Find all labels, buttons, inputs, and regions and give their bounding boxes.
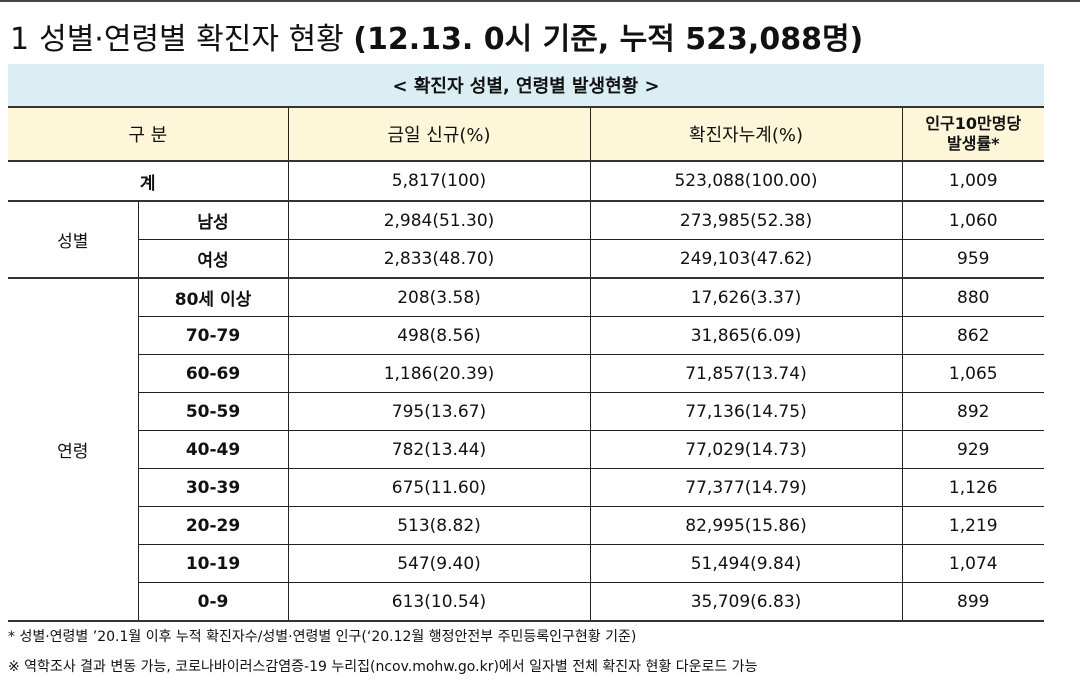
row-today: 2,984(51.30) bbox=[287, 200, 591, 240]
row-cumulative: 82,995(15.86) bbox=[589, 506, 903, 545]
footnote-data-source: ※ 역학조사 결과 변동 가능, 코로나바이러스감염증-19 누리집(ncov.… bbox=[8, 659, 758, 675]
header-rate-line2: 발생률* bbox=[947, 134, 1000, 153]
gender-group-label: 성별 bbox=[8, 200, 139, 279]
header-category: 구 분 bbox=[8, 106, 289, 162]
row-rate: 929 bbox=[901, 430, 1045, 469]
confirmed-cases-table: < 확진자 성별, 연령별 발생현황 > 구 분 금일 신규(%) 확진자누계(… bbox=[8, 64, 1045, 622]
row-cumulative: 31,865(6.09) bbox=[589, 316, 903, 355]
header-today: 금일 신규(%) bbox=[287, 106, 591, 162]
page-title: 1 성별·연령별 확진자 현황 (12.13. 0시 기준, 누적 523,088… bbox=[10, 14, 863, 58]
table-row: 40-49 782(13.44) 77,029(14.73) 929 bbox=[8, 430, 1045, 469]
row-rate: 892 bbox=[901, 392, 1045, 431]
row-today: 1,186(20.39) bbox=[287, 354, 591, 393]
footnotes: * 성별·연령별 ’20.1월 이후 누적 확진자수/성별·연령별 인구(‘20… bbox=[8, 626, 757, 686]
total-label: 계 bbox=[8, 160, 289, 202]
row-cumulative: 77,136(14.75) bbox=[589, 392, 903, 431]
row-cumulative: 71,857(13.74) bbox=[589, 354, 903, 393]
row-label: 50-59 bbox=[138, 392, 289, 431]
table-caption-row: < 확진자 성별, 연령별 발생현황 > bbox=[8, 64, 1045, 108]
row-rate: 959 bbox=[901, 239, 1045, 279]
row-cumulative: 77,377(14.79) bbox=[589, 468, 903, 507]
row-label: 40-49 bbox=[138, 430, 289, 469]
section-number: 1 bbox=[10, 22, 30, 57]
row-today: 613(10.54) bbox=[287, 582, 591, 622]
footnote-rate-definition: * 성별·연령별 ’20.1월 이후 누적 확진자수/성별·연령별 인구(‘20… bbox=[8, 629, 637, 645]
table-row: 계 5,817(100) 523,088(100.00) 1,009 bbox=[8, 160, 1045, 202]
table-caption: < 확진자 성별, 연령별 발생현황 > bbox=[8, 64, 1045, 108]
total-rate: 1,009 bbox=[901, 160, 1045, 202]
row-label: 10-19 bbox=[138, 544, 289, 583]
row-cumulative: 51,494(9.84) bbox=[589, 544, 903, 583]
row-cumulative: 77,029(14.73) bbox=[589, 430, 903, 469]
row-rate: 1,219 bbox=[901, 506, 1045, 545]
header-rate: 인구10만명당 발생률* bbox=[901, 106, 1045, 162]
row-today: 513(8.82) bbox=[287, 506, 591, 545]
row-today: 2,833(48.70) bbox=[287, 239, 591, 279]
table-row: 50-59 795(13.67) 77,136(14.75) 892 bbox=[8, 392, 1045, 431]
row-cumulative: 35,709(6.83) bbox=[589, 582, 903, 622]
row-today: 208(3.58) bbox=[287, 277, 591, 317]
row-cumulative: 249,103(47.62) bbox=[589, 239, 903, 279]
row-label: 여성 bbox=[138, 239, 289, 279]
table-row: 20-29 513(8.82) 82,995(15.86) 1,219 bbox=[8, 506, 1045, 545]
row-label: 80세 이상 bbox=[137, 277, 289, 317]
table-row: 0-9 613(10.54) 35,709(6.83) 899 bbox=[8, 582, 1045, 622]
row-label: 30-39 bbox=[138, 468, 289, 507]
row-today: 795(13.67) bbox=[287, 392, 591, 431]
top-divider bbox=[0, 0, 1080, 2]
row-rate: 880 bbox=[901, 277, 1045, 317]
total-today: 5,817(100) bbox=[287, 160, 591, 202]
table-row: 성별 남성 2,984(51.30) 273,985(52.38) 1,060 bbox=[8, 200, 1045, 279]
row-rate: 1,060 bbox=[901, 200, 1045, 240]
row-label: 20-29 bbox=[138, 506, 289, 545]
row-today: 547(9.40) bbox=[287, 544, 591, 583]
row-rate: 1,065 bbox=[901, 354, 1045, 393]
table-row: 10-19 547(9.40) 51,494(9.84) 1,074 bbox=[8, 544, 1045, 583]
table-row: 30-39 675(11.60) 77,377(14.79) 1,126 bbox=[8, 468, 1045, 507]
row-label: 0-9 bbox=[138, 582, 289, 622]
table-row: 연령 80세 이상 208(3.58) 17,626(3.37) 880 bbox=[8, 277, 1045, 622]
table-row: 여성 2,833(48.70) 249,103(47.62) 959 bbox=[8, 239, 1045, 279]
row-today: 782(13.44) bbox=[287, 430, 591, 469]
header-cumulative: 확진자누계(%) bbox=[589, 106, 903, 162]
row-rate: 899 bbox=[901, 582, 1045, 622]
row-cumulative: 17,626(3.37) bbox=[589, 277, 903, 317]
row-rate: 862 bbox=[901, 316, 1045, 355]
row-label: 60-69 bbox=[138, 354, 289, 393]
header-rate-line1: 인구10만명당 bbox=[925, 114, 1022, 133]
table-header-row: 구 분 금일 신규(%) 확진자누계(%) 인구10만명당 발생률* bbox=[8, 106, 1045, 162]
row-label: 남성 bbox=[137, 200, 289, 240]
row-cumulative: 273,985(52.38) bbox=[589, 200, 903, 240]
table-row: 60-69 1,186(20.39) 71,857(13.74) 1,065 bbox=[8, 354, 1045, 393]
table-row: 70-79 498(8.56) 31,865(6.09) 862 bbox=[8, 316, 1045, 355]
row-today: 498(8.56) bbox=[287, 316, 591, 355]
total-cumulative: 523,088(100.00) bbox=[589, 160, 903, 202]
row-rate: 1,126 bbox=[901, 468, 1045, 507]
row-label: 70-79 bbox=[138, 316, 289, 355]
title-basis: (12.13. 0시 기준, 누적 523,088명) bbox=[353, 22, 864, 57]
row-rate: 1,074 bbox=[901, 544, 1045, 583]
age-group-label: 연령 bbox=[8, 277, 139, 622]
row-today: 675(11.60) bbox=[287, 468, 591, 507]
title-text: 성별·연령별 확진자 현황 bbox=[39, 22, 344, 57]
